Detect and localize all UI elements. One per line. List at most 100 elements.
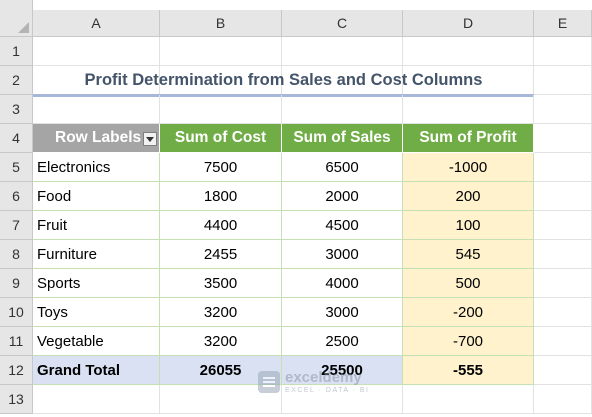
pivot-row: Furniture 2455 3000 545 <box>33 240 592 269</box>
row-header-6[interactable]: 6 <box>0 182 33 211</box>
profit-cell[interactable]: -1000 <box>403 153 534 182</box>
sheet-row-3 <box>33 95 592 124</box>
cell-e8[interactable] <box>534 240 592 269</box>
sales-cell[interactable]: 3000 <box>282 298 403 327</box>
cell-e11[interactable] <box>534 327 592 356</box>
pivot-row: Sports 3500 4000 500 <box>33 269 592 298</box>
cost-cell[interactable]: 3500 <box>160 269 282 298</box>
pivot-row: Toys 3200 3000 -200 <box>33 298 592 327</box>
profit-cell[interactable]: -200 <box>403 298 534 327</box>
sales-cell[interactable]: 2000 <box>282 182 403 211</box>
sum-of-cost-header[interactable]: Sum of Cost <box>160 124 282 153</box>
row-header-11[interactable]: 11 <box>0 327 33 356</box>
row-label-cell[interactable]: Food <box>33 182 160 211</box>
row-header-7[interactable]: 7 <box>0 211 33 240</box>
row-label-cell[interactable]: Vegetable <box>33 327 160 356</box>
cost-cell[interactable]: 3200 <box>160 327 282 356</box>
cell-b3[interactable] <box>160 95 282 124</box>
cell-c13[interactable] <box>282 385 403 414</box>
row-header-4[interactable]: 4 <box>0 124 33 153</box>
cell-c3[interactable] <box>282 95 403 124</box>
title-underline <box>33 94 534 97</box>
sales-cell[interactable]: 4500 <box>282 211 403 240</box>
row-header-8[interactable]: 8 <box>0 240 33 269</box>
row-header-10[interactable]: 10 <box>0 298 33 327</box>
cell-d1[interactable] <box>403 37 534 66</box>
profit-cell[interactable]: -700 <box>403 327 534 356</box>
cell-a1[interactable] <box>33 37 160 66</box>
profit-cell[interactable]: 100 <box>403 211 534 240</box>
cost-cell[interactable]: 1800 <box>160 182 282 211</box>
cell-c1[interactable] <box>282 37 403 66</box>
select-all-corner[interactable] <box>0 0 33 37</box>
sales-cell[interactable]: 6500 <box>282 153 403 182</box>
grand-total-cost[interactable]: 26055 <box>160 356 282 385</box>
sales-cell[interactable]: 2500 <box>282 327 403 356</box>
cell-e10[interactable] <box>534 298 592 327</box>
row-label-cell[interactable]: Toys <box>33 298 160 327</box>
worksheet-grid: Profit Determination from Sales and Cost… <box>33 37 592 414</box>
sheet-title: Profit Determination from Sales and Cost… <box>84 71 483 89</box>
column-header-e[interactable]: E <box>534 10 592 37</box>
row-header-1[interactable]: 1 <box>0 37 33 66</box>
sum-of-profit-header[interactable]: Sum of Profit <box>403 124 534 153</box>
cell-e4[interactable] <box>534 124 592 153</box>
profit-cell[interactable]: 500 <box>403 269 534 298</box>
cell-e9[interactable] <box>534 269 592 298</box>
select-all-triangle-icon <box>18 22 29 33</box>
column-header-d[interactable]: D <box>403 10 534 37</box>
row-label-cell[interactable]: Sports <box>33 269 160 298</box>
grand-total-label[interactable]: Grand Total <box>33 356 160 385</box>
grand-total-sales[interactable]: 25500 <box>282 356 403 385</box>
cell-e7[interactable] <box>534 211 592 240</box>
cell-e5[interactable] <box>534 153 592 182</box>
row-label-cell[interactable]: Fruit <box>33 211 160 240</box>
cell-d3[interactable] <box>403 95 534 124</box>
cell-b13[interactable] <box>160 385 282 414</box>
row-header-13[interactable]: 13 <box>0 385 33 414</box>
row-headers: 1 2 3 4 5 6 7 8 9 10 11 12 13 <box>0 37 33 414</box>
cost-cell[interactable]: 7500 <box>160 153 282 182</box>
top-strip <box>33 0 592 10</box>
cost-cell[interactable]: 4400 <box>160 211 282 240</box>
row-header-2[interactable]: 2 <box>0 66 33 95</box>
sheet-row-2: Profit Determination from Sales and Cost… <box>33 66 592 97</box>
cell-d13[interactable] <box>403 385 534 414</box>
grand-total-profit[interactable]: -555 <box>403 356 534 385</box>
column-header-b[interactable]: B <box>160 10 282 37</box>
column-header-a[interactable]: A <box>33 10 160 37</box>
cell-e13[interactable] <box>534 385 592 414</box>
cell-a13[interactable] <box>33 385 160 414</box>
profit-cell[interactable]: 200 <box>403 182 534 211</box>
column-header-c[interactable]: C <box>282 10 403 37</box>
row-label-cell[interactable]: Electronics <box>33 153 160 182</box>
column-headers: A B C D E <box>33 10 592 37</box>
filter-dropdown-button[interactable] <box>143 132 157 146</box>
row-label-cell[interactable]: Furniture <box>33 240 160 269</box>
sales-cell[interactable]: 4000 <box>282 269 403 298</box>
row-header-9[interactable]: 9 <box>0 269 33 298</box>
cell-e1[interactable] <box>534 37 592 66</box>
cell-e2[interactable] <box>534 66 592 95</box>
row-header-5[interactable]: 5 <box>0 153 33 182</box>
pivot-row: Food 1800 2000 200 <box>33 182 592 211</box>
profit-cell[interactable]: 545 <box>403 240 534 269</box>
pivot-row: Electronics 7500 6500 -1000 <box>33 153 592 182</box>
dropdown-arrow-icon <box>146 136 154 142</box>
sheet-row-13 <box>33 385 592 414</box>
sheet-row-1 <box>33 37 592 66</box>
cell-b1[interactable] <box>160 37 282 66</box>
cell-e3[interactable] <box>534 95 592 124</box>
sales-cell[interactable]: 3000 <box>282 240 403 269</box>
row-header-12[interactable]: 12 <box>0 356 33 385</box>
cell-e12[interactable] <box>534 356 592 385</box>
cell-a3[interactable] <box>33 95 160 124</box>
row-header-3[interactable]: 3 <box>0 95 33 124</box>
sum-of-sales-header[interactable]: Sum of Sales <box>282 124 403 153</box>
pivot-row: Fruit 4400 4500 100 <box>33 211 592 240</box>
cost-cell[interactable]: 2455 <box>160 240 282 269</box>
cell-e6[interactable] <box>534 182 592 211</box>
pivot-row: Vegetable 3200 2500 -700 <box>33 327 592 356</box>
cost-cell[interactable]: 3200 <box>160 298 282 327</box>
row-labels-header[interactable]: Row Labels <box>33 124 160 153</box>
